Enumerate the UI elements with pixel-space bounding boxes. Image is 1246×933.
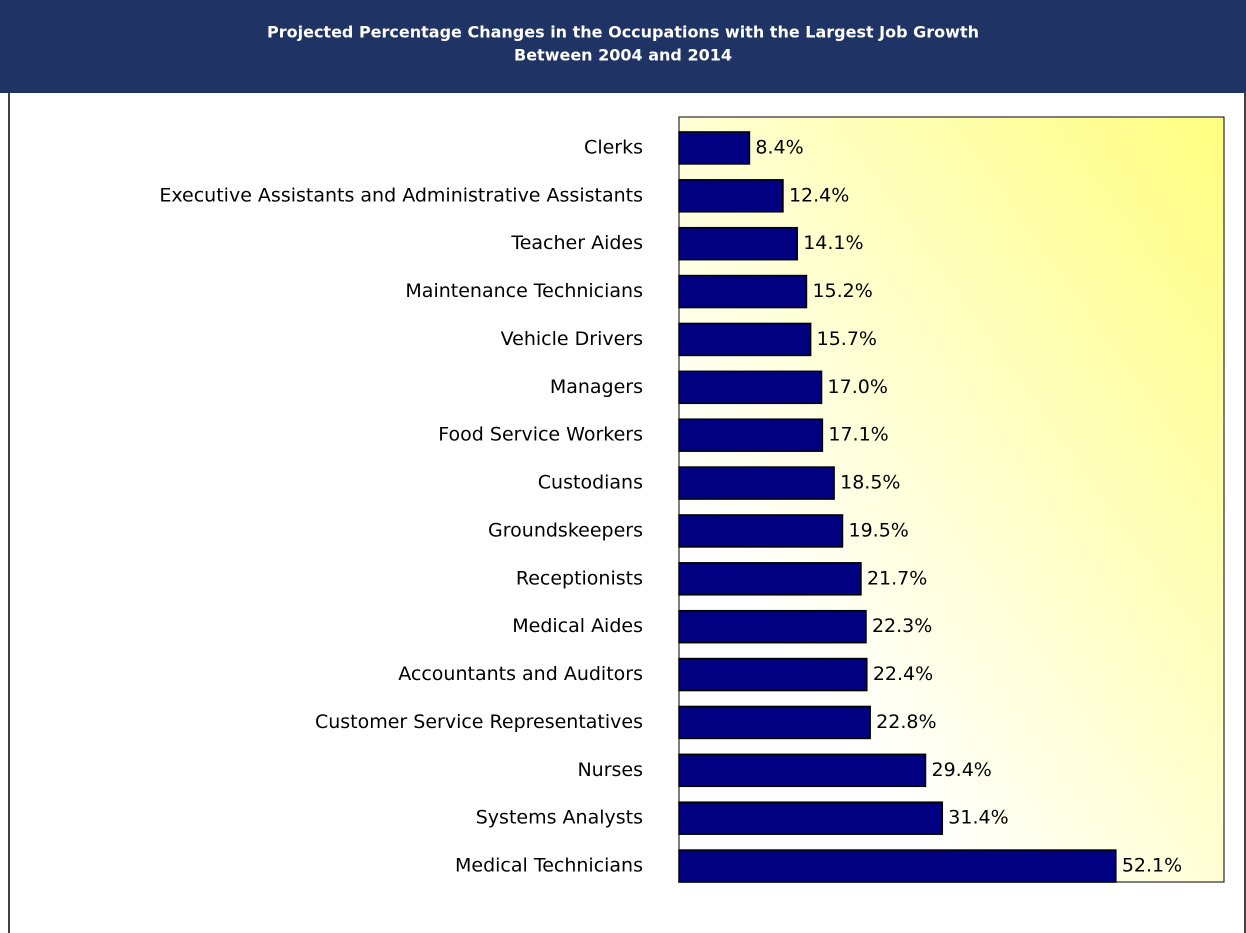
bar	[678, 418, 824, 452]
y-tick-label: Nurses	[577, 759, 643, 781]
y-tick-label: Medical Aides	[512, 615, 643, 637]
value-label: 22.8%	[876, 711, 936, 733]
bar	[678, 370, 823, 405]
bar	[678, 801, 944, 835]
bar	[678, 322, 812, 357]
value-label: 19.5%	[849, 519, 909, 541]
value-label: 15.7%	[817, 328, 877, 350]
y-tick-label: Receptionists	[516, 567, 643, 589]
value-label: 52.1%	[1122, 855, 1182, 877]
y-tick-label: Customer Service Representatives	[315, 711, 643, 733]
bar	[678, 274, 808, 309]
value-label: 17.1%	[828, 424, 888, 446]
value-label: 18.5%	[840, 472, 900, 494]
value-label: 17.0%	[828, 376, 888, 398]
bar	[678, 226, 798, 261]
bar	[678, 609, 867, 644]
bar	[678, 562, 862, 596]
y-tick-label: Medical Technicians	[455, 855, 643, 877]
y-tick-label: Accountants and Auditors	[398, 663, 643, 685]
y-tick-label: Custodians	[538, 472, 643, 494]
y-tick-label: Maintenance Technicians	[405, 280, 643, 302]
value-label: 21.7%	[867, 567, 927, 589]
y-tick-label: Vehicle Drivers	[501, 328, 643, 350]
value-label: 8.4%	[755, 136, 803, 158]
y-tick-label: Clerks	[584, 136, 643, 158]
y-tick-label: Executive Assistants and Administrative …	[159, 184, 643, 206]
bar	[678, 179, 784, 213]
bar	[678, 753, 927, 788]
y-tick-label: Teacher Aides	[510, 232, 643, 254]
header-band	[0, 0, 1246, 93]
y-tick-label: Groundskeepers	[488, 519, 643, 541]
value-label: 22.3%	[872, 615, 932, 637]
value-label: 14.1%	[803, 232, 863, 254]
value-label: 15.2%	[812, 280, 872, 302]
bar	[678, 849, 1117, 883]
y-tick-label: Systems Analysts	[476, 807, 643, 829]
bar	[678, 466, 835, 500]
y-tick-label: Managers	[550, 376, 643, 398]
chart-title: Projected Percentage Changes in the Occu…	[267, 23, 979, 42]
value-label: 29.4%	[932, 759, 992, 781]
y-tick-label: Food Service Workers	[438, 424, 643, 446]
value-label: 22.4%	[873, 663, 933, 685]
bar	[678, 705, 871, 740]
bar	[678, 657, 868, 692]
value-label: 31.4%	[948, 807, 1008, 829]
bar	[678, 131, 751, 165]
chart-title: Between 2004 and 2014	[514, 46, 732, 65]
bar	[678, 514, 844, 548]
value-label: 12.4%	[789, 184, 849, 206]
